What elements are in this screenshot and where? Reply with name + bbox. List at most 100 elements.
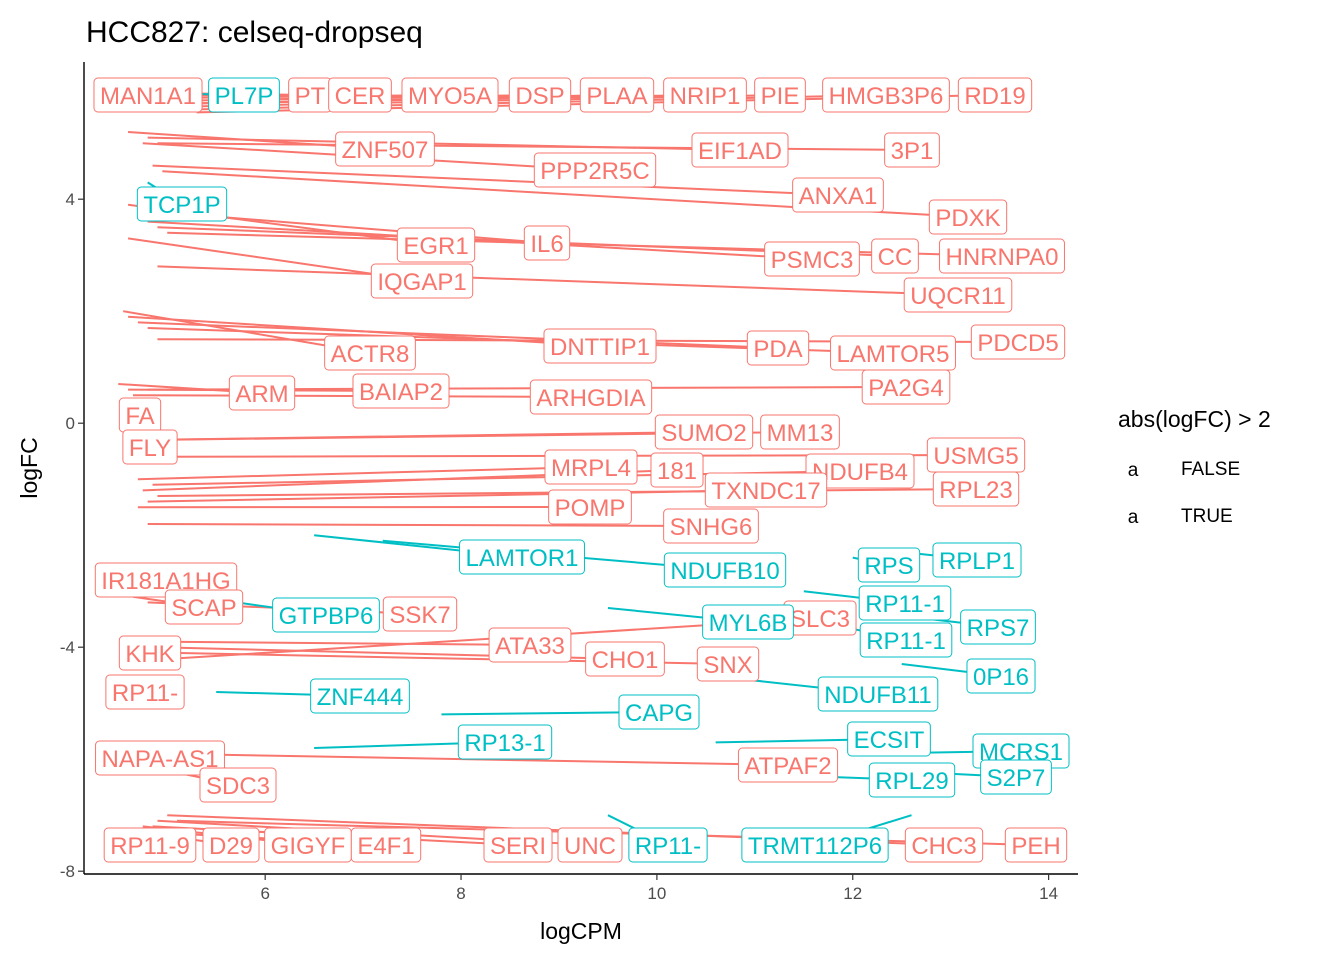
- gene-label: MRPL4: [544, 449, 638, 485]
- gene-label-box: [792, 177, 884, 213]
- gene-label-text: SUMO2: [661, 420, 746, 447]
- gene-label-text: SSK7: [389, 602, 450, 629]
- gene-label: ECSIT: [847, 721, 931, 757]
- gene-label-text: RP11-: [112, 680, 178, 707]
- gene-label-text: PIE: [761, 83, 800, 110]
- gene-label: PPP2R5C: [533, 152, 657, 188]
- gene-label: LAMTOR5: [830, 335, 956, 371]
- gene-label-text: NRIP1: [670, 83, 741, 110]
- x-axis-title: logCPM: [540, 918, 622, 944]
- gene-label: PDA: [746, 330, 810, 366]
- gene-label-text: MM13: [767, 420, 834, 447]
- gene-label: MM13: [760, 414, 840, 450]
- gene-label-box: [663, 77, 747, 113]
- gene-label: PA2G4: [861, 369, 951, 405]
- gene-label-box: [618, 694, 700, 730]
- gene-label-text: CER: [335, 83, 386, 110]
- gene-label-text: HMGB3P6: [829, 83, 944, 110]
- gene-label: ACTR8: [324, 335, 416, 371]
- gene-label: ZNF507: [335, 131, 435, 167]
- gene-label-text: ANXA1: [799, 183, 878, 210]
- gene-label-text: ARHGDIA: [536, 385, 645, 412]
- gene-label-text: PDA: [753, 336, 802, 363]
- gene-label-text: FA: [125, 403, 154, 430]
- gene-label-text: UQCR11: [910, 283, 1006, 310]
- gene-label-text: DSP: [515, 83, 564, 110]
- gene-label: ZNF444: [310, 678, 410, 714]
- gene-label-text: PDCD5: [977, 330, 1058, 357]
- gene-label-box: [904, 827, 984, 863]
- gene-label-text: PT: [295, 83, 326, 110]
- gene-label: NRIP1: [663, 77, 747, 113]
- gene-label: DNTTIP1: [543, 328, 657, 364]
- gene-label-text: PDXK: [935, 205, 1000, 232]
- gene-label-box: [350, 827, 422, 863]
- gene-label-text: NDUFB10: [670, 558, 779, 585]
- gene-label-text: EGR1: [403, 233, 468, 260]
- gene-label-box: [1004, 827, 1068, 863]
- gene-label-box: [544, 449, 638, 485]
- gene-label-box: [103, 827, 197, 863]
- leader-line: [167, 231, 1003, 257]
- gene-label-box: [483, 827, 553, 863]
- gene-label-box: [702, 604, 794, 640]
- gene-label-box: [328, 77, 392, 113]
- gene-label-box: [939, 238, 1065, 274]
- gene-label-text: CHC3: [911, 833, 976, 860]
- gene-label: BAIAP2: [352, 373, 450, 409]
- gene-label-text: KHK: [125, 641, 174, 668]
- gene-label-text: PSMC3: [771, 247, 854, 274]
- gene-label-box: [868, 762, 956, 798]
- gene-label-box: [857, 547, 921, 583]
- gene-label-text: PEH: [1011, 833, 1060, 860]
- gene-label-box: [136, 186, 228, 222]
- gene-label-text: SLC3: [790, 606, 850, 633]
- gene-label-text: IL6: [530, 231, 563, 258]
- gene-label-box: [122, 429, 178, 465]
- gene-label-text: TCP1P: [143, 192, 220, 219]
- gene-label-text: RPLP1: [939, 548, 1015, 575]
- x-tick-label: 14: [1039, 884, 1058, 903]
- gene-label-text: ECSIT: [854, 727, 925, 754]
- gene-label-text: ZNF444: [317, 684, 404, 711]
- gene-label-text: SDC3: [206, 773, 270, 800]
- y-tick-label: -8: [60, 862, 75, 881]
- gene-label-text: RPS: [864, 553, 913, 580]
- gene-label: S2P7: [980, 759, 1052, 795]
- x-axis-ticks: 6 8 10 12 14: [260, 874, 1058, 903]
- gene-label-text: RPS7: [967, 615, 1030, 642]
- gene-label-text: GTPBP6: [279, 603, 374, 630]
- gene-label-text: RPL23: [939, 477, 1012, 504]
- gene-label: PSMC3: [764, 241, 860, 277]
- gene-label-text: SNX: [703, 652, 752, 679]
- gene-label-box: [523, 225, 571, 261]
- gene-label: PIE: [754, 77, 806, 113]
- gene-label: RPS: [857, 547, 921, 583]
- gene-label: 181: [650, 452, 704, 488]
- gene-label-text: FLY: [129, 435, 171, 462]
- gene-label-box: [817, 676, 939, 712]
- gene-label-box: [543, 328, 657, 364]
- leader-line: [152, 640, 531, 646]
- gene-label: ARHGDIA: [529, 379, 653, 415]
- gene-label: 0P16: [966, 658, 1036, 694]
- gene-label-text: ARM: [235, 381, 288, 408]
- gene-label: EIF1AD: [691, 132, 789, 168]
- gene-label: PDXK: [928, 199, 1008, 235]
- gene-label: MAN1A1: [93, 77, 203, 113]
- gene-label: RD19: [957, 77, 1033, 113]
- gene-label-box: [93, 77, 203, 113]
- gene-label-text: ACTR8: [331, 341, 410, 368]
- gene-label: GIGYF: [264, 827, 352, 863]
- gene-label: RPS7: [960, 609, 1036, 645]
- legend-key: a: [1128, 507, 1139, 528]
- gene-label-text: PA2G4: [868, 375, 944, 402]
- legend-label: TRUE: [1181, 506, 1233, 527]
- gene-label-box: [859, 622, 953, 658]
- gene-label-text: E4F1: [357, 833, 414, 860]
- legend: abs(logFC) > 2 a FALSE a TRUE: [1118, 406, 1271, 528]
- gene-label: PDCD5: [970, 324, 1066, 360]
- gene-label: EGR1: [396, 227, 476, 263]
- gene-label-box: [208, 77, 280, 113]
